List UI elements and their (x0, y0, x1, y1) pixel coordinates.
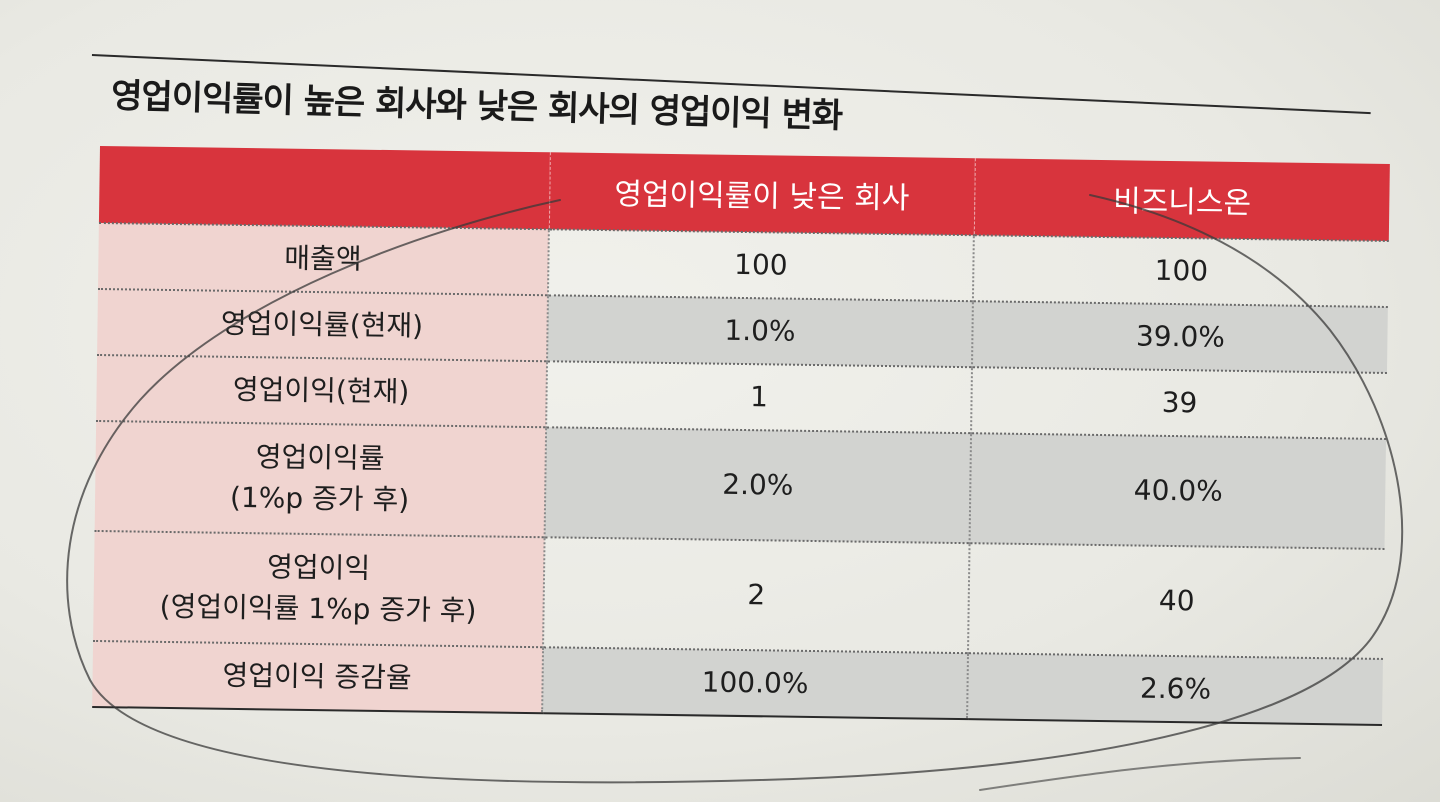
row-label: 영업이익 (영업이익률 1%p 증가 후) (93, 530, 545, 648)
comparison-table-wrapper: 영업이익률이 낮은 회사 비즈니스온 매출액 100 100 영업이익률(현재)… (92, 146, 1390, 726)
cell-biz: 40.0% (969, 433, 1387, 549)
cell-biz: 39.0% (971, 301, 1388, 373)
table-row: 영업이익 (영업이익률 1%p 증가 후) 2 40 (93, 530, 1385, 659)
cell-low: 100.0% (542, 647, 969, 720)
cell-low: 2.0% (544, 427, 972, 544)
row-label: 영업이익 증감율 (92, 640, 544, 714)
cell-biz: 100 (972, 235, 1389, 307)
row-label: 영업이익률(현재) (97, 288, 548, 362)
cell-biz: 40 (968, 543, 1385, 659)
row-label: 매출액 (98, 222, 549, 296)
header-blank (98, 146, 550, 230)
header-low-margin-company: 영업이익률이 낮은 회사 (548, 152, 975, 236)
comparison-table: 영업이익률이 낮은 회사 비즈니스온 매출액 100 100 영업이익률(현재)… (92, 146, 1390, 726)
cell-biz: 39 (971, 367, 1387, 439)
row-label: 영업이익(현재) (96, 354, 548, 428)
cell-low: 2 (543, 537, 970, 654)
cell-low: 1.0% (547, 295, 973, 368)
header-businesson: 비즈니스온 (973, 158, 1390, 242)
row-label: 영업이익률 (1%p 증가 후) (94, 420, 547, 538)
cell-low: 1 (546, 361, 972, 434)
cell-biz: 2.6% (967, 653, 1383, 725)
cell-low: 100 (547, 229, 974, 302)
table-title: 영업이익률이 높은 회사와 낮은 회사의 영업이익 변화 (110, 75, 843, 137)
table-row: 영업이익률 (1%p 증가 후) 2.0% 40.0% (94, 420, 1387, 549)
